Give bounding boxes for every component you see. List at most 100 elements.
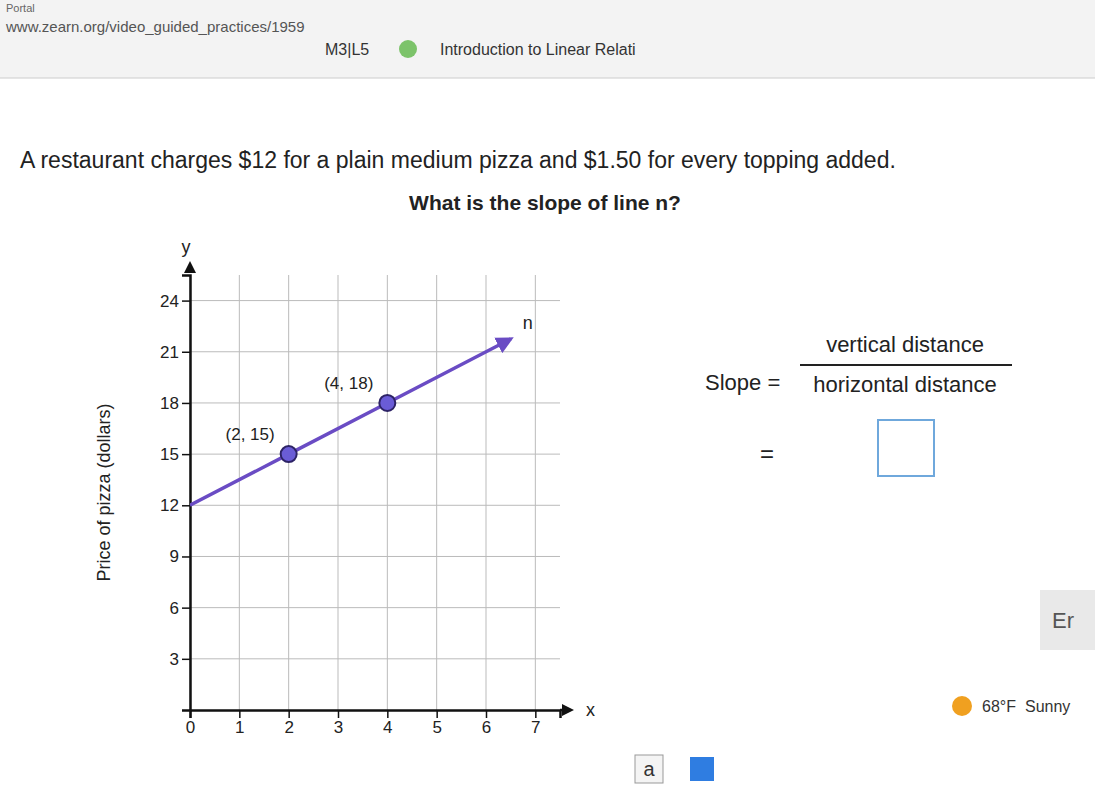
line-label: n <box>523 313 533 333</box>
grid-line-x <box>338 275 339 710</box>
y-axis: 3 6 9 12 15 18 21 24 <box>160 276 190 711</box>
tick: 3 <box>170 650 190 669</box>
tick-label: 1 <box>235 718 244 737</box>
tick-mark <box>182 659 190 661</box>
plot-area <box>190 339 511 505</box>
tick-label: 0 <box>186 718 195 737</box>
tick-mark <box>387 710 389 718</box>
tick-mark <box>182 607 190 609</box>
tick: 15 <box>160 445 190 464</box>
axis-line <box>182 276 191 711</box>
point-label: (4, 18) <box>324 374 373 393</box>
tick: 1 <box>235 710 244 737</box>
problem-text: A restaurant charges $12 for a plain med… <box>20 147 896 173</box>
tick-mark <box>182 505 190 507</box>
fraction-bar <box>800 364 1012 366</box>
grid-line-x <box>239 275 240 710</box>
grid-line-x <box>535 275 536 710</box>
taskbar-app-label[interactable]: a <box>643 758 655 780</box>
tick-label: 5 <box>432 718 441 737</box>
line <box>190 339 511 505</box>
equals-sign: = <box>760 440 774 467</box>
x-axis-label: x <box>586 700 595 720</box>
lesson-icon <box>399 40 417 58</box>
portal-tab: Portal <box>6 2 35 14</box>
tick: 12 <box>160 496 190 515</box>
tick-mark <box>182 352 190 354</box>
y-axis-label: y <box>182 237 191 257</box>
tick: 6 <box>482 710 491 737</box>
tick-mark <box>182 556 190 558</box>
denominator: horizontal distance <box>813 372 996 397</box>
grid-line-y <box>190 300 560 301</box>
tick-label: 4 <box>383 718 392 737</box>
enter-button[interactable] <box>1040 590 1095 650</box>
tick-mark <box>288 710 290 718</box>
grid-line-x <box>288 275 289 710</box>
tick-label: 18 <box>160 394 179 413</box>
tick-mark <box>182 454 190 456</box>
tick-label: 15 <box>160 445 179 464</box>
button-label[interactable]: Er <box>1052 608 1074 633</box>
grid-line-y <box>190 607 560 608</box>
grid-line-y <box>190 402 560 403</box>
tick: 9 <box>170 547 190 566</box>
slope-label: Slope = <box>705 370 780 395</box>
grid-line-y <box>190 351 560 352</box>
tick-label: 3 <box>334 718 343 737</box>
url: www.zearn.org/video_guided_practices/195… <box>5 18 305 35</box>
grid-line-x <box>486 275 487 710</box>
point-label: (2, 15) <box>226 425 275 444</box>
grid-line-y <box>190 505 560 506</box>
tick-label: 21 <box>160 343 179 362</box>
axis-line <box>191 711 561 719</box>
tick-mark <box>436 710 438 718</box>
x-axis: 0 1 2 3 4 5 6 7 <box>186 710 561 737</box>
tick: 24 <box>160 292 190 311</box>
grid-line-y <box>190 556 560 557</box>
grid-line-y <box>190 658 560 659</box>
tick-label: 9 <box>170 547 179 566</box>
tick-mark <box>338 710 340 718</box>
tick: 18 <box>160 394 190 413</box>
tick-mark <box>182 300 190 302</box>
tick: 2 <box>284 710 293 737</box>
answer-box[interactable] <box>878 420 934 476</box>
taskbar-app[interactable] <box>690 757 714 781</box>
weather: Sunny <box>1025 698 1070 715</box>
question: What is the slope of line n? <box>409 191 681 214</box>
tick: 6 <box>170 599 190 618</box>
tick: 7 <box>531 710 540 737</box>
tick-mark <box>182 403 190 405</box>
taskbar-app[interactable] <box>635 755 663 783</box>
tick-label: 6 <box>482 718 491 737</box>
x-arrow-stem <box>560 709 564 712</box>
page: Portal www.zearn.org/video_guided_practic… <box>0 0 1095 795</box>
y-axis-title: Price of pizza (dollars) <box>94 403 114 581</box>
numerator: vertical distance <box>826 332 984 357</box>
tick-mark <box>486 710 488 718</box>
tick-mark <box>239 710 241 718</box>
axis-arrows <box>184 261 574 716</box>
tick: 5 <box>432 710 441 737</box>
header-bar <box>0 0 1095 78</box>
tick: 21 <box>160 343 190 362</box>
weather-icon <box>952 696 972 716</box>
lesson-code: M3|L5 <box>325 41 369 58</box>
grid-line-x <box>387 275 388 710</box>
header-border <box>0 78 1095 79</box>
tick: 0 <box>186 710 195 737</box>
temperature: 68°F <box>982 698 1016 715</box>
grid <box>190 275 560 710</box>
tick-label: 3 <box>170 650 179 669</box>
tick-label: 12 <box>160 496 179 515</box>
point <box>379 395 395 411</box>
y-arrow <box>184 261 196 273</box>
tick: 4 <box>383 710 392 737</box>
grid-line-x <box>436 275 437 710</box>
tick-mark <box>535 710 537 718</box>
tick-label: 7 <box>531 718 540 737</box>
tick-label: 6 <box>170 599 179 618</box>
grid-line-y <box>190 454 560 455</box>
tick: 3 <box>334 710 343 737</box>
